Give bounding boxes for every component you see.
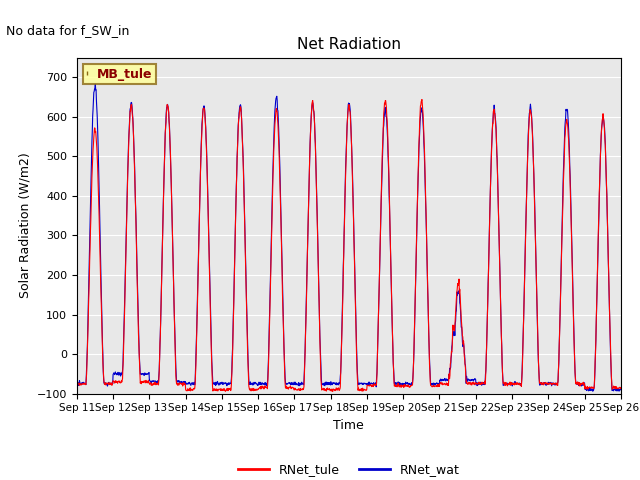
Title: Net Radiation: Net Radiation — [297, 37, 401, 52]
RNet_tule — [434, 383, 442, 389]
X-axis label: Time: Time — [333, 419, 364, 432]
RNet_wat — [589, 388, 596, 394]
RNet_tule — [180, 381, 188, 387]
RNet_wat — [92, 81, 99, 87]
RNet_tule — [73, 383, 81, 388]
RNet_wat — [617, 387, 625, 393]
RNet_tule — [418, 96, 426, 102]
RNet_wat — [195, 264, 202, 270]
RNet_wat — [505, 381, 513, 386]
RNet_tule — [194, 287, 202, 292]
RNet_wat — [255, 379, 263, 385]
Text: No data for f_SW_in: No data for f_SW_in — [6, 24, 130, 37]
Legend: RNet_tule, RNet_wat: RNet_tule, RNet_wat — [233, 458, 465, 480]
RNet_wat — [553, 381, 561, 387]
RNet_wat — [73, 383, 81, 388]
RNet_wat — [181, 380, 189, 386]
Line: RNet_wat: RNet_wat — [77, 84, 621, 391]
RNet_tule — [617, 384, 625, 390]
RNet_tule — [553, 381, 561, 387]
RNet_tule — [329, 388, 337, 394]
Line: RNet_tule: RNet_tule — [77, 99, 621, 391]
RNet_tule — [505, 381, 513, 387]
Y-axis label: Solar Radiation (W/m2): Solar Radiation (W/m2) — [18, 153, 31, 299]
RNet_tule — [255, 386, 262, 392]
RNet_wat — [434, 381, 442, 386]
